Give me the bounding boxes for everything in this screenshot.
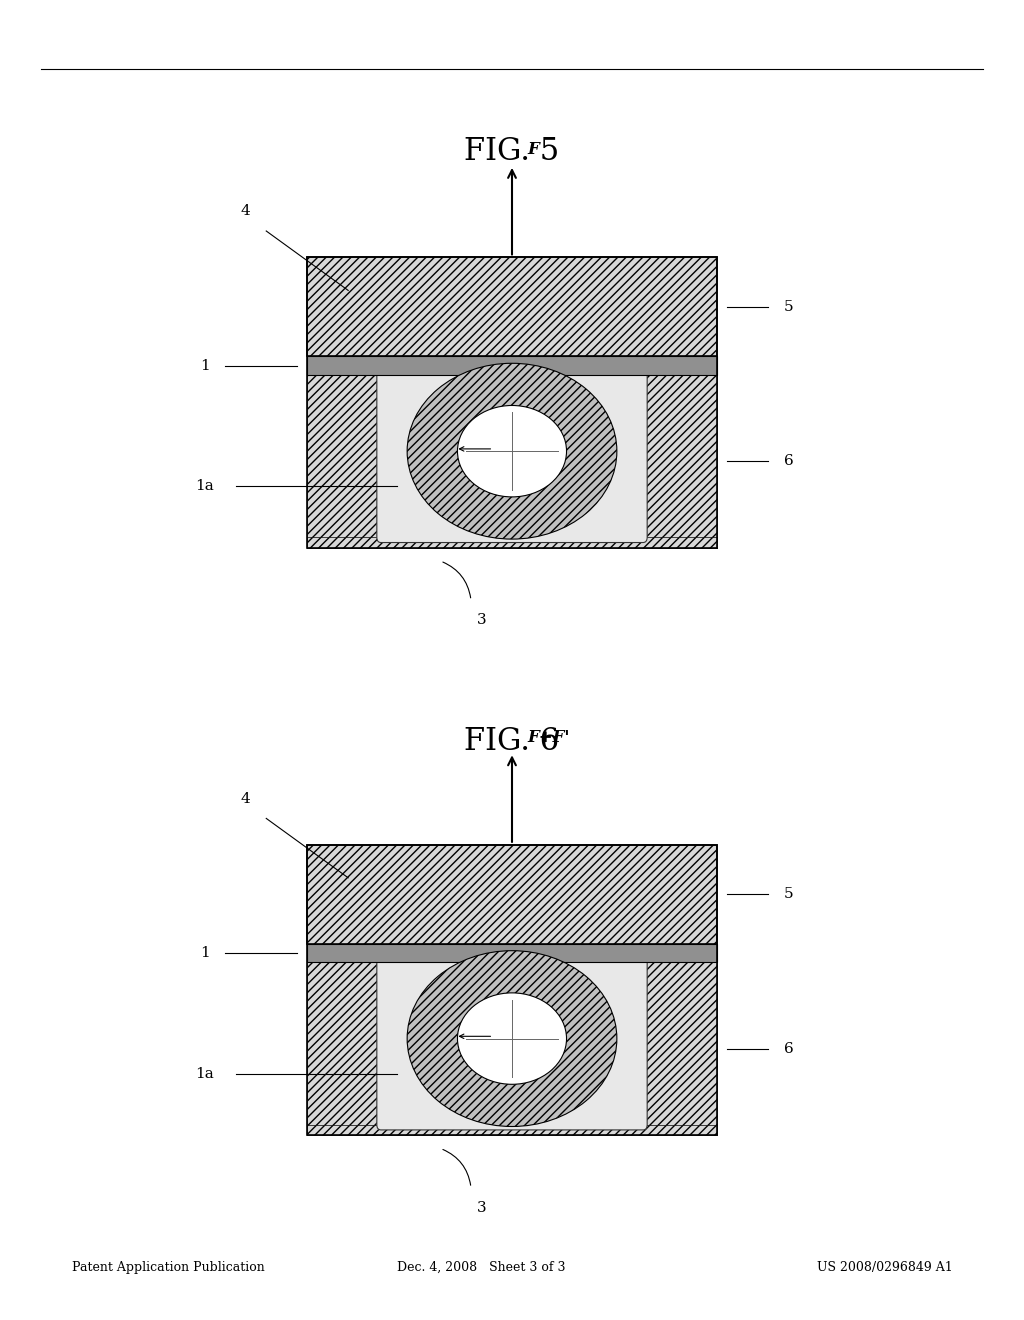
Text: 1a: 1a xyxy=(196,1067,214,1081)
Ellipse shape xyxy=(408,950,616,1126)
Text: 4: 4 xyxy=(241,205,251,218)
Text: 3: 3 xyxy=(476,614,486,627)
Text: 6: 6 xyxy=(783,454,794,469)
Text: US 2008/0296849 A1: US 2008/0296849 A1 xyxy=(816,1261,952,1274)
Ellipse shape xyxy=(458,405,566,496)
Bar xyxy=(307,537,717,548)
Bar xyxy=(643,375,717,548)
FancyBboxPatch shape xyxy=(377,957,647,1130)
Text: 4: 4 xyxy=(241,792,251,805)
Ellipse shape xyxy=(408,363,616,539)
Bar xyxy=(307,257,717,356)
Text: Patent Application Publication: Patent Application Publication xyxy=(72,1261,264,1274)
Bar xyxy=(307,944,717,962)
Bar xyxy=(307,845,717,1135)
Bar xyxy=(307,1125,717,1135)
Text: FIG. 6: FIG. 6 xyxy=(465,726,559,758)
Bar xyxy=(307,845,717,944)
Bar xyxy=(307,375,381,548)
Text: 3: 3 xyxy=(476,1201,486,1214)
Bar xyxy=(307,257,717,548)
Text: 5: 5 xyxy=(783,300,794,314)
FancyBboxPatch shape xyxy=(377,370,647,543)
Text: 5: 5 xyxy=(783,887,794,902)
Text: FIG. 5: FIG. 5 xyxy=(464,136,560,168)
Text: 6: 6 xyxy=(783,1041,794,1056)
Bar xyxy=(643,962,717,1135)
Text: Dec. 4, 2008   Sheet 3 of 3: Dec. 4, 2008 Sheet 3 of 3 xyxy=(397,1261,565,1274)
Text: 1: 1 xyxy=(200,359,210,372)
Bar xyxy=(307,356,717,375)
Bar xyxy=(307,962,381,1135)
Text: 1a: 1a xyxy=(196,479,214,494)
Text: F: F xyxy=(527,141,539,158)
Text: F+F': F+F' xyxy=(527,729,570,746)
Ellipse shape xyxy=(458,993,566,1084)
Text: 1: 1 xyxy=(200,946,210,960)
